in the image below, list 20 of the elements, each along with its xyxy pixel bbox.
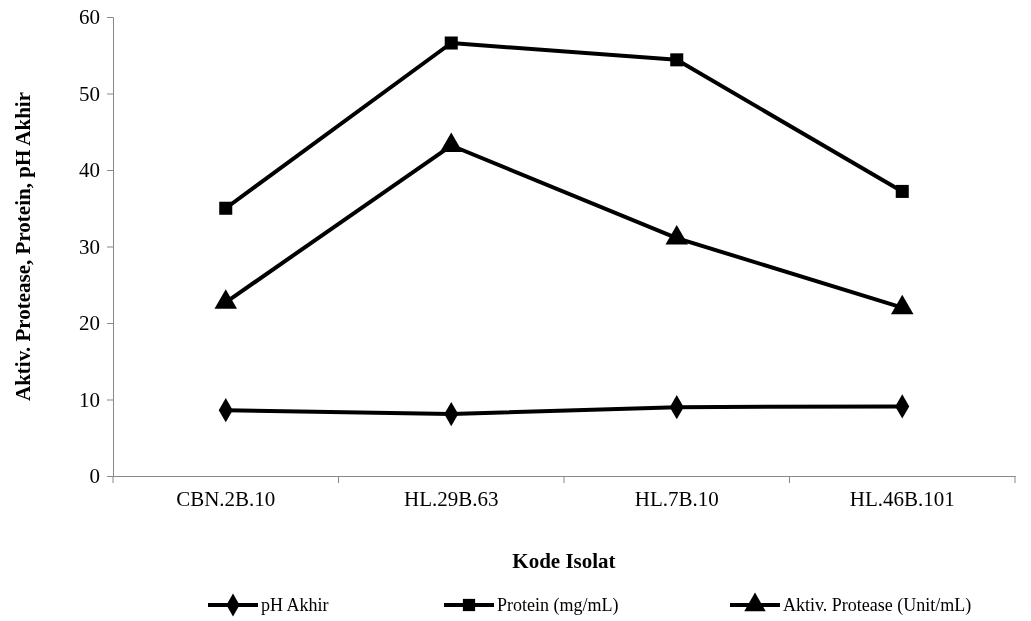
point (670, 53, 684, 67)
x-axis-title: Kode Isolat (512, 549, 616, 573)
legend-label: pH Akhir (261, 595, 329, 616)
point (895, 184, 909, 198)
y-tick-label: 40 (79, 158, 100, 183)
y-axis-title: Aktiv. Protease, Protein, pH Akhir (11, 92, 35, 401)
legend-label: Aktiv. Protease (Unit/mL) (783, 595, 972, 617)
y-tick-label: 0 (89, 464, 100, 489)
y-tick-label: 60 (79, 5, 100, 30)
y-tick-label: 20 (79, 311, 100, 336)
point (444, 36, 458, 50)
x-tick-label: CBN.2B.10 (176, 487, 276, 512)
x-tick-label: HL.7B.10 (634, 487, 719, 512)
x-tick-label: HL.46B.101 (849, 487, 955, 512)
y-tick-label: 30 (79, 234, 100, 259)
point (219, 201, 233, 215)
y-tick-label: 50 (79, 81, 100, 106)
legend-label: Protein (mg/mL) (497, 595, 619, 617)
y-tick-label: 10 (79, 387, 100, 412)
x-tick-label: HL.29B.63 (404, 487, 499, 512)
